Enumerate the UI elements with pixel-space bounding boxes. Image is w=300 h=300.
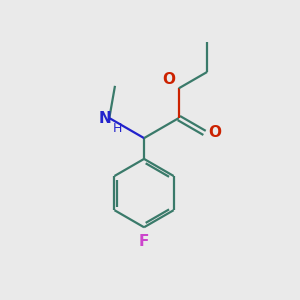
Text: O: O (208, 125, 221, 140)
Text: N: N (99, 110, 112, 125)
Text: O: O (162, 72, 175, 87)
Text: F: F (139, 234, 149, 249)
Text: H: H (113, 122, 122, 135)
